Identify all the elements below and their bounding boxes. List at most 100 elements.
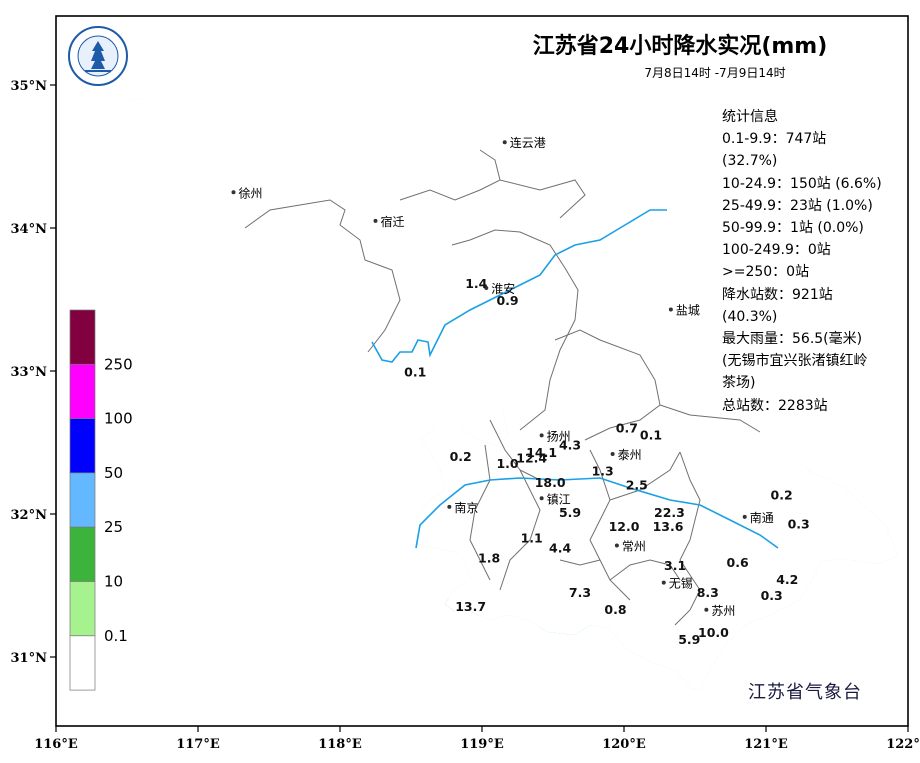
city-label: 扬州	[547, 428, 571, 443]
x-tick-label: 118°E	[318, 737, 362, 752]
rainfall-value: 5.9	[559, 505, 581, 520]
city-dot	[539, 496, 544, 501]
x-tick-label: 119°E	[460, 737, 504, 752]
city-label: 连云港	[510, 135, 546, 150]
city-label: 南京	[454, 500, 478, 515]
agency-name: 江苏省气象台	[748, 682, 862, 703]
city-label: 苏州	[711, 604, 735, 618]
city-dot	[502, 140, 507, 145]
city-label: 泰州	[618, 448, 642, 462]
rainfall-value: 1.8	[478, 551, 500, 566]
x-tick-label: 117°E	[176, 737, 220, 752]
stat-line: 茶场)	[722, 375, 756, 392]
y-tick-label: 31°N	[11, 651, 48, 666]
rivers	[371, 209, 779, 549]
city-label: 南通	[750, 510, 774, 525]
city-dot	[484, 286, 489, 291]
stat-line: 降水站数：921站	[722, 286, 833, 303]
legend-label: 250	[104, 355, 133, 373]
legend-label: 100	[104, 410, 133, 428]
statistics-header: 统计信息	[722, 109, 778, 125]
meteorological-bureau-seal-icon	[68, 26, 128, 86]
stat-line: 25-49.9：23站 (1.0%)	[722, 197, 873, 214]
map-title: 江苏省24小时降水实况(mm)	[532, 34, 828, 59]
city-dot	[610, 451, 615, 456]
stat-line: 0.1-9.9：747站	[722, 131, 827, 148]
legend-label: 50	[104, 464, 123, 482]
rainfall-value: 4.2	[776, 572, 798, 587]
rainfall-value: 0.6	[727, 555, 749, 570]
rainfall-value: 12.0	[609, 519, 640, 534]
stat-line: 100-249.9：0站	[722, 242, 831, 259]
stat-line: 10-24.9：150站 (6.6%)	[722, 175, 882, 192]
stat-line: (40.3%)	[722, 308, 778, 325]
stat-line: 总站数：2283站	[722, 397, 828, 414]
legend-label: 0.1	[104, 627, 128, 645]
city-label: 徐州	[239, 185, 263, 200]
rainfall-value: 8.3	[697, 585, 719, 600]
rainfall-value: 10.0	[698, 625, 729, 640]
rainfall-value: 13.6	[653, 519, 684, 534]
rainfall-value: 0.2	[771, 488, 793, 503]
legend-swatch	[69, 418, 96, 474]
rainfall-value: 14.1	[526, 445, 557, 460]
rainfall-value: 12.4	[516, 451, 547, 466]
city-dot	[661, 580, 666, 585]
rainfall-value: 7.3	[569, 585, 591, 600]
rainfall-value: 0.3	[788, 516, 810, 531]
legend-swatch	[69, 635, 96, 691]
stat-line: 50-99.9：1站 (0.0%)	[722, 220, 864, 237]
legend-swatch	[69, 472, 96, 528]
rainfall-value: 0.2	[450, 449, 472, 464]
city-label: 常州	[622, 539, 646, 553]
city-label: 盐城	[676, 304, 700, 318]
legend-swatch	[69, 581, 96, 637]
rainfall-value: 1.0	[496, 456, 518, 471]
city-dot	[704, 607, 709, 612]
legend-swatch	[69, 309, 96, 365]
rainfall-value: 0.9	[496, 293, 518, 308]
city-dot	[447, 504, 452, 509]
rainfall-value: 1.3	[592, 463, 614, 478]
rainfall-value: 0.7	[616, 420, 638, 435]
x-tick-label: 116°E	[34, 737, 78, 752]
y-tick-label: 32°N	[11, 508, 48, 523]
x-tick-label: 121°E	[744, 737, 788, 752]
city-dot	[668, 307, 673, 312]
rainfall-value: 4.3	[559, 438, 581, 453]
statistics-panel: 统计信息 0.1-9.9：747站 (32.7%) 10-24.9：150站 (…	[722, 106, 912, 417]
city-dot	[231, 190, 236, 195]
rainfall-value: 3.1	[664, 558, 686, 573]
rainfall-values: 1.40.90.10.7 0.14.314.112.41.00.21.318.0 2…	[404, 276, 810, 647]
rainfall-value: 0.1	[640, 428, 662, 443]
city-label: 镇江	[547, 492, 571, 506]
stat-line: (无锡市宜兴张渚镇红岭	[722, 353, 868, 370]
rainfall-value: 4.4	[549, 541, 571, 556]
city-boundaries	[244, 149, 761, 626]
legend-label: 10	[104, 573, 123, 591]
map-axes: 116°E 117°E 118°E 119°E 120°E 121°E 122°E 35°N 3…	[11, 79, 920, 752]
y-tick-label: 33°N	[11, 365, 48, 380]
y-tick-label: 35°N	[11, 79, 48, 94]
rainfall-value: 0.8	[604, 602, 626, 617]
city-label: 宿迁	[381, 214, 405, 229]
rainfall-value: 18.0	[535, 475, 566, 490]
legend-label: 25	[104, 518, 123, 536]
rainfall-value: 2.5	[626, 478, 648, 493]
stat-line: >=250：0站	[722, 264, 810, 281]
x-tick-label: 120°E	[602, 737, 646, 752]
rainfall-value: 0.1	[404, 365, 426, 380]
map-subtitle: 7月8日14时 -7月9日14时	[644, 66, 786, 80]
rainfall-value: 1.4	[465, 276, 487, 291]
rainfall-value: 13.7	[455, 599, 486, 614]
city-dot	[539, 433, 544, 438]
city-label: 淮安	[491, 281, 515, 296]
stat-line: (32.7%)	[722, 153, 778, 170]
stat-line: 最大雨量：56.5(毫米)	[722, 331, 863, 348]
city-dot	[373, 218, 378, 223]
city-label: 无锡	[669, 576, 693, 591]
legend-swatch	[69, 363, 96, 419]
rainfall-value: 22.3	[654, 505, 685, 520]
rainfall-value: 5.9	[678, 632, 700, 647]
